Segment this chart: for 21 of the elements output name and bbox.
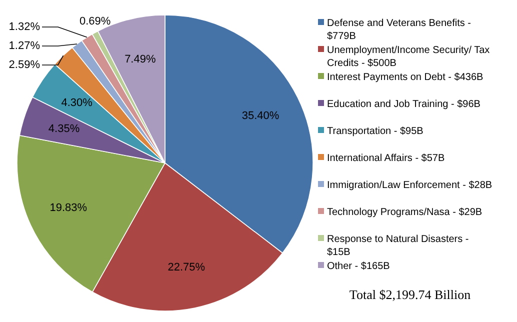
legend-label: International Affairs - $57B bbox=[327, 152, 445, 164]
data-label: 35.40% bbox=[242, 110, 280, 122]
text: Total $2,199.74 Billion bbox=[349, 287, 472, 302]
legend-label: Education and Job Training - $96B bbox=[327, 98, 481, 110]
legend-label: Other - $165B bbox=[327, 260, 390, 272]
data-label: 1.32% bbox=[8, 20, 40, 33]
data-label: 4.35% bbox=[48, 122, 80, 135]
legend-label: Defense and Veterans Benefits - $779B bbox=[327, 18, 471, 42]
data-label: 4.30% bbox=[61, 97, 93, 110]
legend-label: Immigration/Law Enforcement - $28B bbox=[327, 180, 492, 191]
legend-label: Transportation - $95B bbox=[327, 126, 424, 137]
legend-label: Interest Payments on Debt - $436B bbox=[327, 72, 484, 83]
data-label: 22.75% bbox=[168, 261, 206, 274]
legend-label: Technology Programs/Nasa - $29B bbox=[327, 206, 482, 218]
data-label: 7.49% bbox=[124, 53, 156, 66]
legend-label: Response to Natural Disasters - $15B bbox=[327, 234, 469, 258]
legend-label: Unemployment/Income Security/ Tax Credits - $500B bbox=[327, 44, 490, 69]
data-label: 2.59% bbox=[8, 58, 40, 71]
data-label: 0.69% bbox=[79, 16, 111, 28]
data-label: 19.83% bbox=[50, 202, 88, 214]
data-label: 1.27% bbox=[8, 40, 40, 52]
